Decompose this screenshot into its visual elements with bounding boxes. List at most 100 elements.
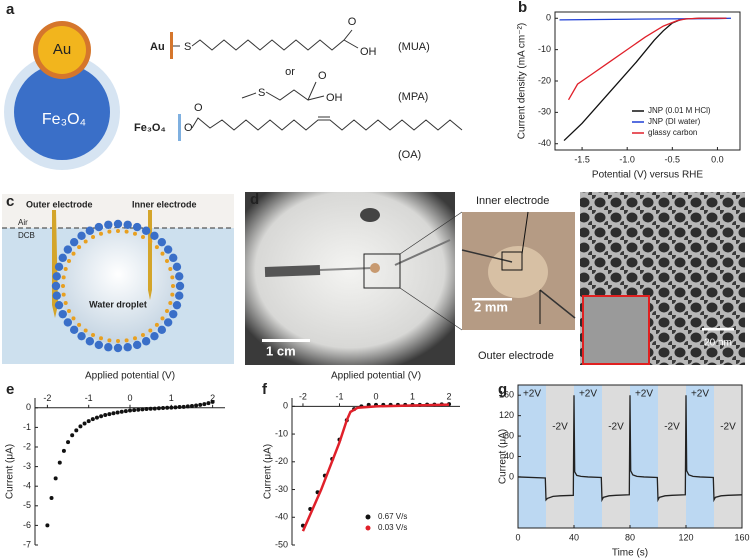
particle-fe3o4 (77, 331, 86, 341)
x-tick-label: -2 (299, 392, 307, 402)
particle-fe3o4 (54, 300, 64, 310)
region-label: +2V (691, 389, 709, 400)
point (194, 403, 199, 408)
point (210, 399, 215, 404)
scale-text: 1 cm (266, 343, 296, 358)
particle-au (160, 251, 165, 256)
legend-label: 0.03 V/s (378, 523, 407, 532)
x-tick-label: -1.0 (619, 154, 635, 164)
label: Water droplet (89, 299, 147, 309)
particle-au (66, 308, 71, 313)
particle-fe3o4 (123, 220, 132, 229)
particle-au (99, 336, 104, 341)
particle-au (71, 251, 76, 256)
y-tick-label: -20 (275, 456, 288, 466)
au-bar (170, 32, 173, 59)
region-label: +2V (523, 389, 541, 400)
chart: e Applied potential (V) Current (μA) -2 -1 0 1… (5, 371, 225, 549)
scale-bar (472, 298, 512, 301)
legend-label: JNP (DI water) (648, 117, 701, 126)
legend-label: JNP (0.01 M HCl) (648, 106, 711, 115)
particle-fe3o4 (132, 340, 142, 350)
particle-fe3o4 (175, 291, 184, 300)
particle-fe3o4 (150, 231, 159, 241)
particle-au (99, 231, 104, 236)
shadow (360, 208, 380, 222)
atom: O (348, 16, 357, 28)
point (78, 424, 83, 429)
panel-letter: g (498, 381, 507, 398)
x-tick-label: 0 (127, 393, 132, 403)
y-tick-label: 0 (26, 402, 31, 412)
particle-au (61, 275, 66, 280)
atom: O (318, 70, 327, 82)
x-axis-label: Time (s) (612, 548, 648, 559)
droplet-photo (488, 246, 548, 298)
point (53, 476, 58, 481)
particle-fe3o4 (94, 222, 104, 232)
y-tick-label: -40 (538, 138, 551, 148)
particle-fe3o4 (104, 343, 113, 352)
au-core (38, 26, 86, 74)
particle-au (91, 234, 96, 239)
region-label: +2V (635, 389, 653, 400)
x-tick-label: 2 (210, 393, 215, 403)
point (136, 407, 141, 412)
point (128, 408, 132, 413)
particle-au (148, 239, 153, 244)
particle-fe3o4 (141, 226, 151, 235)
panel-d: d 1 cm Inner electrode 2 mm Outer electr… (245, 191, 745, 365)
label: Outer electrode (26, 199, 93, 209)
panel-letter: e (6, 381, 14, 398)
y-tick-label: -6 (23, 520, 31, 530)
panel-letter: b (518, 0, 527, 16)
particle-fe3o4 (113, 219, 123, 229)
region-label: -2V (664, 422, 680, 433)
zoom-line (399, 211, 463, 255)
y-axis-label: Current (μA) (263, 444, 274, 499)
y-tick-label: -7 (23, 539, 31, 549)
region-label: -2V (552, 422, 568, 433)
particle-fe3o4 (175, 272, 184, 281)
point (152, 406, 157, 411)
region (686, 385, 714, 528)
x-axis-label: Applied potential (V) (331, 371, 421, 382)
point (148, 406, 153, 411)
point (132, 408, 137, 413)
label: Inner electrode (132, 199, 197, 209)
x-axis-label: Applied potential (V) (85, 371, 175, 382)
particle-au (107, 338, 112, 343)
region-label: -2V (720, 422, 736, 433)
ligand-name: (OA) (398, 149, 421, 161)
point (119, 409, 124, 414)
fe3o4-core (14, 64, 110, 160)
particle-fe3o4 (85, 337, 95, 346)
zoom-line (399, 287, 463, 331)
point (202, 402, 207, 407)
inner-electrode (148, 210, 152, 300)
needle (319, 267, 373, 271)
atom: OH (326, 92, 343, 104)
particle-fe3o4 (104, 220, 113, 229)
point (70, 433, 75, 438)
particle-fe3o4 (63, 245, 73, 254)
series-line (517, 395, 743, 503)
point (144, 406, 149, 411)
tem-inset (582, 295, 650, 365)
y-tick-label: -20 (538, 75, 551, 85)
legend-swatch (365, 525, 371, 531)
particle-fe3o4 (157, 237, 167, 247)
point (206, 401, 211, 406)
region (658, 385, 686, 528)
particle-au (91, 333, 96, 338)
particle-fe3o4 (69, 237, 79, 247)
panel-letter: d (250, 191, 259, 208)
particle-fe3o4 (52, 272, 61, 281)
photo (245, 192, 455, 365)
x-tick-label: 0 (515, 532, 520, 542)
point (169, 405, 174, 410)
particle-au (168, 300, 173, 305)
legend-swatch (365, 514, 371, 520)
scale-bar (702, 328, 734, 331)
